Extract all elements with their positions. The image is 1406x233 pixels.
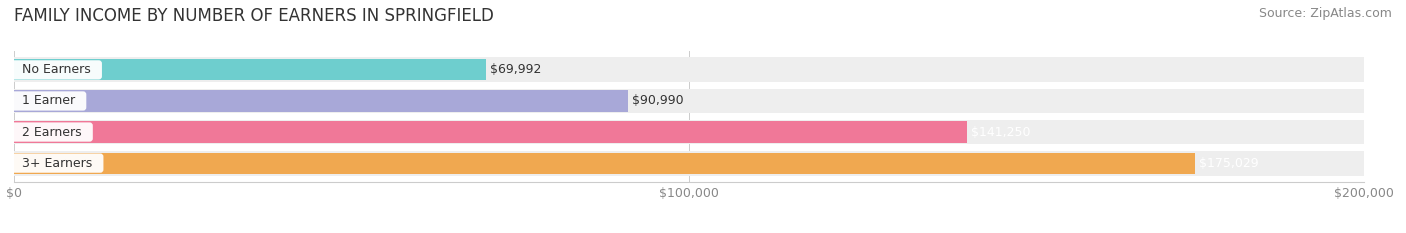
Text: 3+ Earners: 3+ Earners (14, 157, 100, 170)
Bar (14, 121, 967, 143)
Bar (14, 89, 1364, 113)
Bar (14, 90, 628, 112)
Text: Source: ZipAtlas.com: Source: ZipAtlas.com (1258, 7, 1392, 20)
Text: FAMILY INCOME BY NUMBER OF EARNERS IN SPRINGFIELD: FAMILY INCOME BY NUMBER OF EARNERS IN SP… (14, 7, 494, 25)
Text: 1 Earner: 1 Earner (14, 94, 83, 107)
Text: $69,992: $69,992 (486, 63, 541, 76)
Text: $141,250: $141,250 (967, 126, 1031, 139)
Bar (14, 120, 1364, 144)
Bar (14, 59, 486, 80)
Text: $175,029: $175,029 (1195, 157, 1258, 170)
Text: $90,990: $90,990 (628, 94, 683, 107)
Bar (14, 58, 1364, 82)
Bar (14, 153, 1195, 174)
Text: No Earners: No Earners (14, 63, 98, 76)
Text: 2 Earners: 2 Earners (14, 126, 90, 139)
Bar (14, 151, 1364, 175)
